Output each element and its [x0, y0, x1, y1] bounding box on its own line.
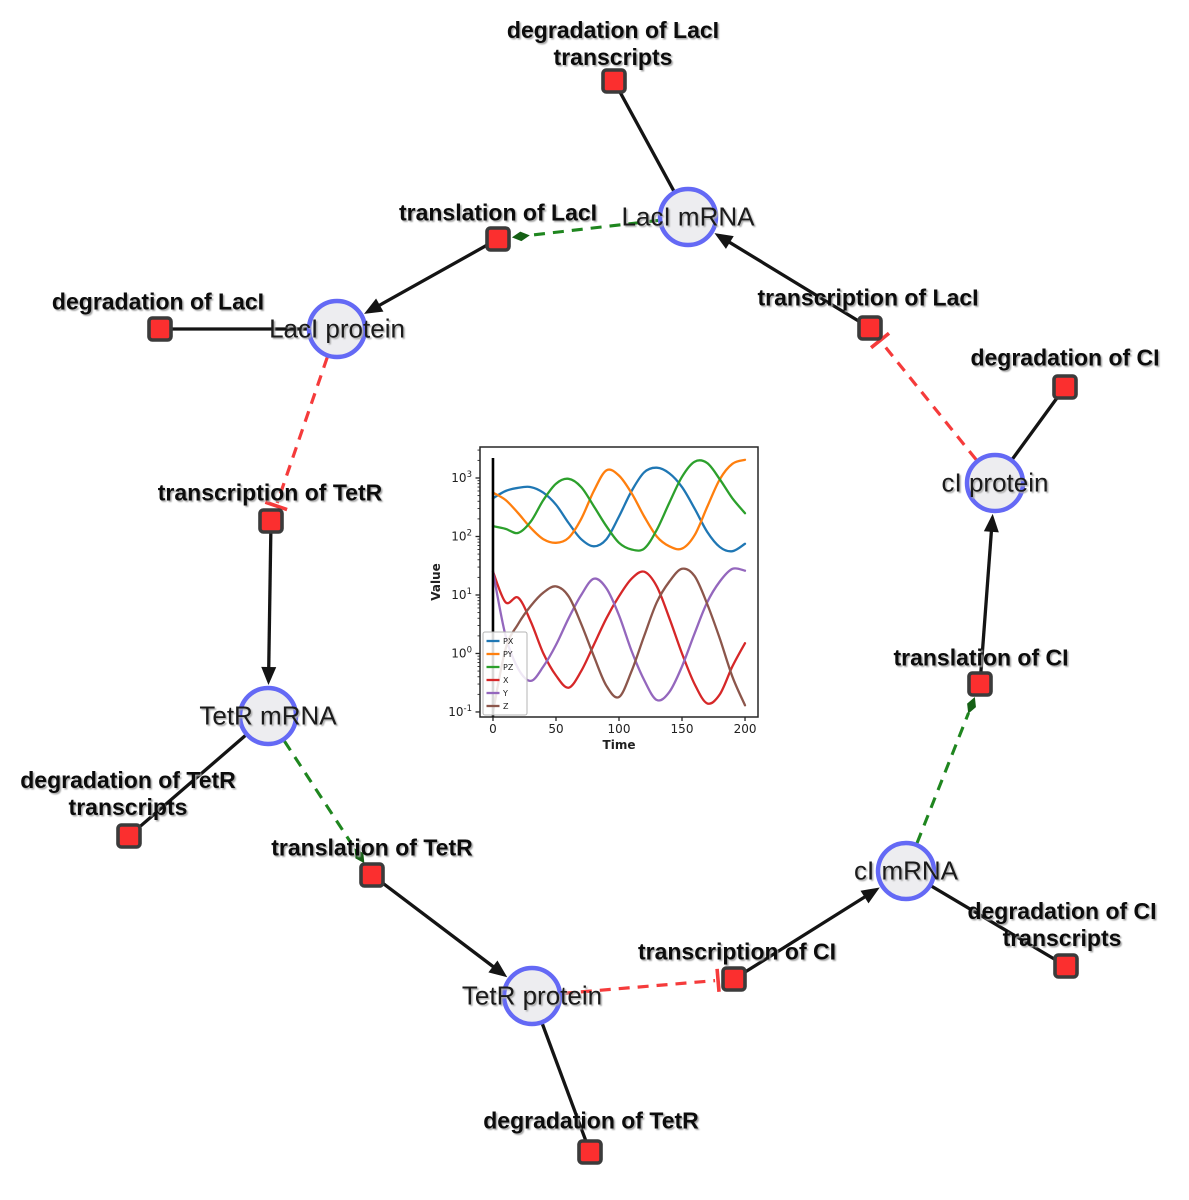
reaction-node-r_txn_laci: [857, 315, 883, 341]
chart-y-tick-label: 102: [451, 528, 472, 543]
edge-tetr_mrna-r_deg_tetr_tx: [136, 733, 248, 831]
reaction-node-r_transl_tetr: [359, 862, 385, 888]
species-node-laci_mrna: [657, 186, 719, 248]
edge-laci_mrna-r_deg_laci_tx: [617, 89, 677, 194]
chart-series-Z: [491, 567, 747, 714]
chart-series-PY: [491, 458, 747, 551]
chart-series-X: [491, 570, 747, 705]
chart-legend-label-X: X: [503, 676, 509, 685]
chart-x-tick-label: 50: [548, 722, 563, 736]
chart-y-tick-label: 10-1: [448, 704, 472, 719]
reaction-node-r_deg_tetr: [577, 1139, 603, 1165]
chart-ylabel: Value: [429, 563, 443, 601]
chart-series-PZ: [491, 459, 747, 552]
species-node-ci_protein: [964, 452, 1026, 514]
edge-tetr_protein-r_deg_tetr: [540, 1021, 588, 1143]
chart-y-tick-label: 100: [451, 645, 472, 660]
chart-x-tick-label: 150: [671, 722, 694, 736]
edge-r_transl_ci-ci_protein-arrowhead-icon: [983, 513, 999, 533]
chart-y-tick-label: 101: [451, 587, 472, 602]
chart-x-tick-label: 200: [734, 722, 757, 736]
edge-r_txn_laci-laci_mrna: [726, 239, 862, 324]
edge-tetr_mrna-r_transl_tetr-arrowhead-icon: [354, 848, 365, 864]
nodes-layer: [116, 68, 1079, 1165]
reaction-node-r_transl_ci: [967, 671, 993, 697]
edge-r_transl_tetr-tetr_protein: [379, 880, 497, 970]
reaction-node-r_txn_tetr: [258, 508, 284, 534]
edge-ci_mrna-r_transl_ci-arrowhead-icon: [967, 697, 976, 714]
edge-laci_protein-r_txn_tetr-tbar-icon: [264, 500, 288, 512]
edge-tetr_protein-r_txn_ci: [561, 978, 716, 996]
species-node-ci_mrna: [875, 840, 937, 902]
reaction-node-r_deg_laci: [147, 316, 173, 342]
edge-r_transl_tetr-tetr_protein-arrowhead-icon: [488, 960, 508, 978]
edge-ci_mrna-r_transl_ci: [915, 712, 971, 844]
edge-laci_protein-r_txn_tetr: [275, 356, 329, 504]
chart-legend: PX PY PZ XYZ: [482, 631, 528, 716]
edge-laci_mrna-r_transl_laci: [528, 218, 659, 237]
chart-legend-label-Z: Z: [503, 702, 509, 711]
reaction-node-r_transl_laci: [485, 226, 511, 252]
edge-ci_protein-r_txn_laci-tbar-icon: [869, 331, 891, 350]
reaction-node-r_deg_laci_tx: [601, 68, 627, 94]
edge-r_txn_ci-ci_mrna-arrowhead-icon: [860, 887, 880, 904]
reaction-node-r_txn_ci: [721, 966, 747, 992]
chart-legend-label-PX: PX: [503, 637, 514, 646]
edge-tetr_protein-r_txn_ci-tbar-icon: [715, 968, 721, 992]
reaction-node-r_deg_ci: [1052, 374, 1078, 400]
edge-ci_protein-r_deg_ci: [1010, 394, 1060, 462]
chart-legend-label-PZ: PZ: [503, 663, 514, 672]
species-node-tetr_mrna: [237, 685, 299, 747]
reaction-node-r_deg_tetr_tx: [116, 823, 142, 849]
chart-series-PX: [491, 466, 747, 553]
edge-r_txn_tetr-tetr_mrna: [267, 531, 273, 671]
species-node-tetr_protein: [501, 965, 563, 1027]
edge-r_transl_laci-laci_protein-arrowhead-icon: [364, 298, 384, 314]
edge-r_txn_laci-laci_mrna-arrowhead-icon: [714, 233, 734, 249]
edge-ci_mrna-r_deg_ci_tx: [929, 883, 1058, 962]
edge-r_transl_laci-laci_protein: [376, 242, 490, 308]
chart-legend-label-PY: PY: [503, 650, 513, 659]
species-node-laci_protein: [306, 298, 368, 360]
chart-y-tick-label: 103: [451, 470, 472, 485]
edge-tetr_mrna-r_transl_tetr: [283, 740, 357, 850]
reaction-node-r_deg_ci_tx: [1053, 953, 1079, 979]
chart-legend-label-Y: Y: [502, 689, 508, 698]
edge-laci_mrna-r_transl_laci-arrowhead-icon: [511, 231, 530, 242]
chart-series-Y: [491, 567, 747, 702]
chart-x-tick-label: 100: [608, 722, 631, 736]
edge-ci_protein-r_txn_laci: [880, 341, 978, 461]
edge-r_transl_ci-ci_protein: [979, 528, 994, 674]
edges-layer: [136, 89, 1060, 1143]
chart-x-tick-label: 0: [489, 722, 497, 736]
edge-r_txn_ci-ci_mrna: [742, 894, 868, 975]
edge-r_txn_tetr-tetr_mrna-arrowhead-icon: [261, 666, 277, 686]
chart-xlabel: Time: [602, 738, 636, 752]
inset-chart: 0 50 100 150 200 10-1 100 101 102 103 PX PY PZ XYZ: [448, 446, 759, 736]
